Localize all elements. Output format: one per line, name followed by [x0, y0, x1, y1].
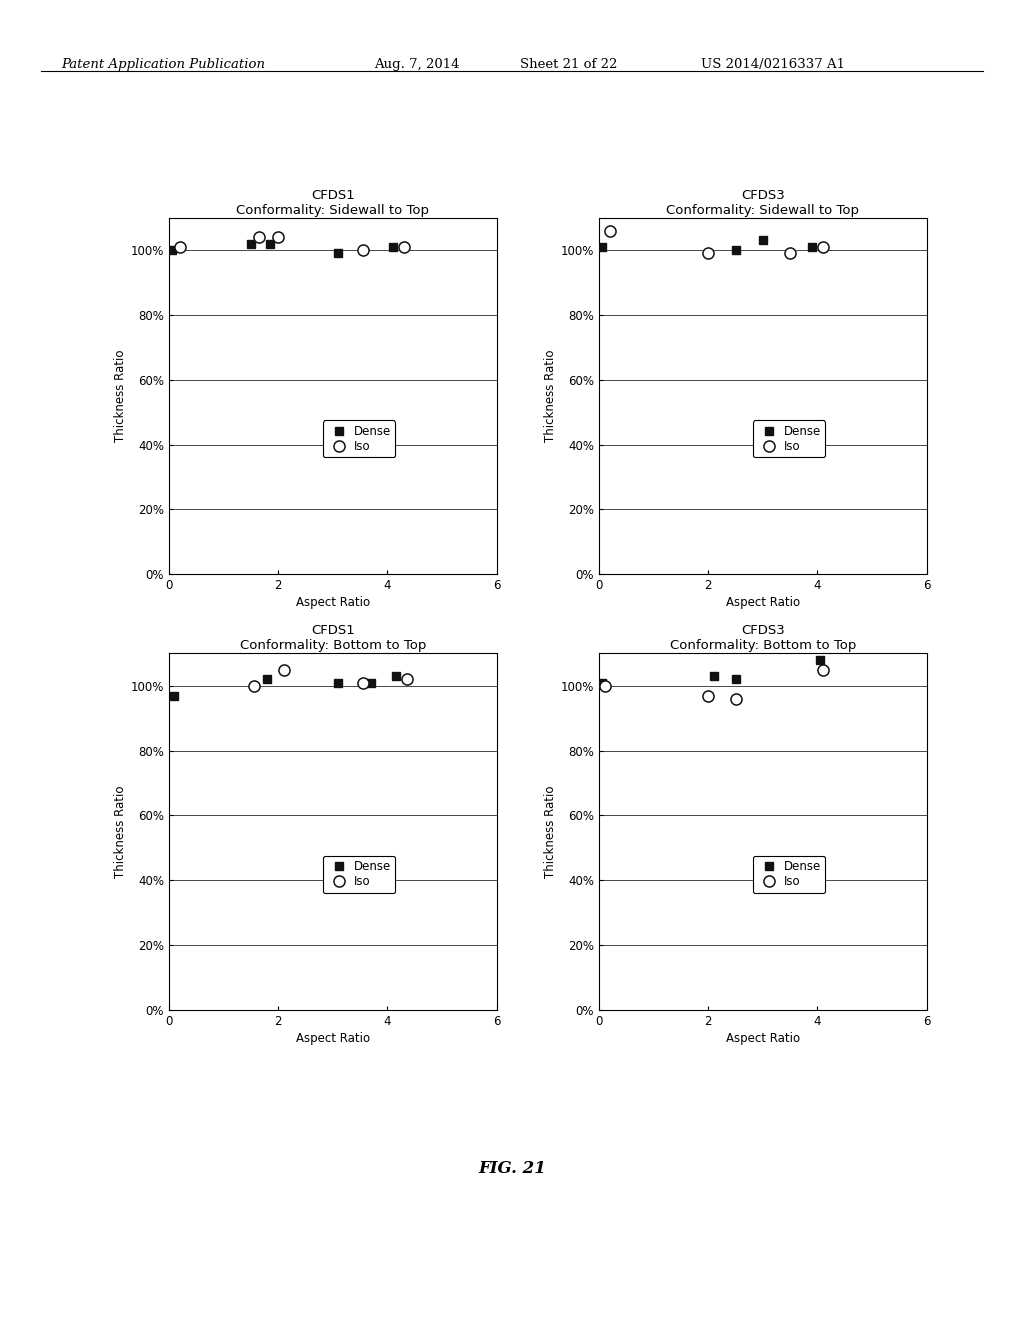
Title: CFDS3
Conformality: Bottom to Top: CFDS3 Conformality: Bottom to Top	[670, 624, 856, 652]
Text: Sheet 21 of 22: Sheet 21 of 22	[520, 58, 617, 71]
Legend: Dense, Iso: Dense, Iso	[753, 855, 825, 892]
X-axis label: Aspect Ratio: Aspect Ratio	[296, 1032, 370, 1045]
Title: CFDS1
Conformality: Sidewall to Top: CFDS1 Conformality: Sidewall to Top	[237, 189, 429, 216]
Legend: Dense, Iso: Dense, Iso	[323, 420, 395, 457]
Y-axis label: Thickness Ratio: Thickness Ratio	[544, 350, 557, 442]
Text: FIG. 21: FIG. 21	[478, 1160, 546, 1176]
Y-axis label: Thickness Ratio: Thickness Ratio	[114, 350, 127, 442]
Legend: Dense, Iso: Dense, Iso	[753, 420, 825, 457]
X-axis label: Aspect Ratio: Aspect Ratio	[726, 597, 800, 610]
Text: Aug. 7, 2014: Aug. 7, 2014	[374, 58, 459, 71]
X-axis label: Aspect Ratio: Aspect Ratio	[726, 1032, 800, 1045]
Y-axis label: Thickness Ratio: Thickness Ratio	[114, 785, 127, 878]
Text: Patent Application Publication: Patent Application Publication	[61, 58, 265, 71]
X-axis label: Aspect Ratio: Aspect Ratio	[296, 597, 370, 610]
Text: US 2014/0216337 A1: US 2014/0216337 A1	[701, 58, 846, 71]
Title: CFDS1
Conformality: Bottom to Top: CFDS1 Conformality: Bottom to Top	[240, 624, 426, 652]
Y-axis label: Thickness Ratio: Thickness Ratio	[544, 785, 557, 878]
Legend: Dense, Iso: Dense, Iso	[323, 855, 395, 892]
Title: CFDS3
Conformality: Sidewall to Top: CFDS3 Conformality: Sidewall to Top	[667, 189, 859, 216]
